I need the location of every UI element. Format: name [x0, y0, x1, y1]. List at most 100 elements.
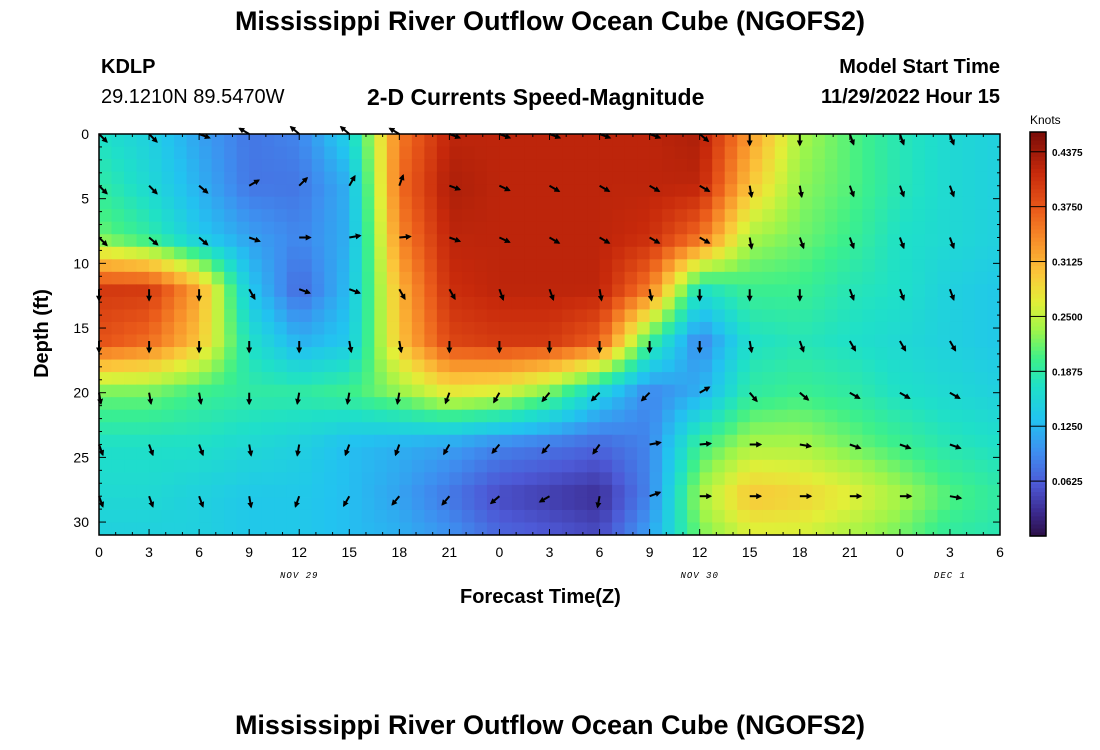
heatmap-cell	[837, 447, 851, 461]
heatmap-cell	[687, 271, 701, 285]
heatmap-cell	[374, 497, 388, 511]
heatmap-cell	[912, 184, 926, 198]
heatmap-cell	[824, 434, 838, 448]
heatmap-cell	[311, 296, 325, 311]
heatmap-cell	[599, 221, 613, 235]
heatmap-cell	[762, 497, 776, 511]
heatmap-cell	[349, 409, 363, 423]
heatmap-cell	[912, 271, 926, 285]
heatmap-cell	[99, 472, 113, 486]
colorbar-tick-label: 0.0625	[1052, 477, 1083, 488]
heatmap-cell	[349, 509, 363, 524]
heatmap-cell	[324, 334, 338, 348]
heatmap-cell	[111, 459, 125, 473]
heatmap-cell	[349, 397, 363, 411]
heatmap-cell	[499, 422, 513, 436]
heatmap-cell	[874, 321, 888, 336]
heatmap-cell	[787, 434, 801, 448]
heatmap-cell	[99, 409, 113, 423]
heatmap-cell	[499, 397, 513, 411]
heatmap-cell	[136, 397, 150, 411]
heatmap-cell	[486, 234, 501, 248]
heatmap-cell	[336, 384, 350, 398]
colorbar-segment	[1030, 471, 1046, 476]
heatmap-cell	[136, 146, 150, 160]
heatmap-cell	[424, 409, 438, 423]
heatmap-cell	[399, 221, 413, 235]
heatmap-cell	[274, 334, 288, 348]
y-tick-label: 5	[81, 191, 89, 207]
heatmap-cell	[399, 159, 413, 173]
heatmap-cell	[236, 484, 250, 499]
heatmap-cell	[762, 171, 776, 185]
heatmap-cell	[574, 234, 588, 248]
heatmap-cell	[837, 234, 851, 248]
heatmap-cell	[524, 296, 538, 311]
heatmap-cell	[687, 409, 701, 423]
colorbar-segment	[1030, 519, 1046, 525]
heatmap-cell	[774, 347, 788, 361]
heatmap-cell	[286, 184, 300, 198]
heatmap-cell	[849, 509, 863, 524]
heatmap-cell	[111, 284, 125, 298]
heatmap-cell	[899, 246, 913, 260]
heatmap-cell	[949, 359, 964, 373]
heatmap-cell	[186, 246, 200, 260]
heatmap-cell	[787, 146, 801, 160]
heatmap-cell	[874, 384, 888, 398]
heatmap-cell	[949, 334, 964, 348]
heatmap-cell	[974, 422, 989, 436]
heatmap-cell	[111, 159, 125, 173]
heatmap-cell	[99, 347, 113, 361]
heatmap-cell	[699, 359, 713, 373]
heatmap-cell	[111, 209, 125, 223]
heatmap-cell	[887, 347, 901, 361]
heatmap-cell	[161, 221, 175, 235]
heatmap-cell	[324, 497, 338, 511]
heatmap-cell	[274, 259, 288, 273]
heatmap-cell	[224, 434, 238, 448]
heatmap-cell	[887, 434, 901, 448]
heatmap-cell	[787, 397, 801, 411]
colorbar-tick-label: 0.3125	[1052, 258, 1083, 269]
heatmap-cell	[549, 321, 563, 336]
heatmap-cell	[599, 209, 613, 223]
heatmap-cell	[274, 484, 288, 499]
heatmap-cell	[524, 459, 538, 473]
heatmap-cell	[612, 497, 626, 511]
heatmap-cell	[774, 447, 788, 461]
heatmap-cell	[536, 472, 551, 486]
heatmap-cell	[549, 309, 563, 323]
heatmap-cell	[987, 347, 1000, 361]
heatmap-cell	[937, 472, 951, 486]
heatmap-cell	[637, 334, 651, 348]
heatmap-cell	[924, 184, 939, 198]
heatmap-cell	[774, 384, 788, 398]
heatmap-cell	[474, 221, 488, 235]
heatmap-cell	[236, 447, 250, 461]
heatmap-cell	[812, 397, 826, 411]
heatmap-cell	[549, 171, 563, 185]
colorbar-segment	[1030, 237, 1046, 242]
heatmap-cell	[624, 459, 638, 473]
heatmap-cell	[286, 234, 300, 248]
heatmap-cell	[486, 284, 501, 298]
heatmap-cell	[587, 246, 601, 260]
heatmap-cell	[624, 196, 638, 210]
heatmap-cell	[812, 259, 826, 273]
heatmap-cell	[174, 246, 188, 260]
heatmap-cell	[149, 271, 163, 285]
heatmap-cell	[511, 397, 526, 411]
heatmap-cell	[486, 384, 501, 398]
heatmap-cell	[949, 497, 964, 511]
heatmap-cell	[374, 409, 388, 423]
heatmap-cell	[136, 459, 150, 473]
heatmap-cell	[511, 246, 526, 260]
heatmap-cell	[261, 472, 275, 486]
heatmap-cell	[774, 221, 788, 235]
heatmap-cell	[436, 159, 450, 173]
current-vector	[295, 392, 302, 405]
heatmap-cell	[411, 359, 425, 373]
heatmap-cell	[812, 246, 826, 260]
colorbar-tick-label: 0.1250	[1052, 422, 1083, 433]
